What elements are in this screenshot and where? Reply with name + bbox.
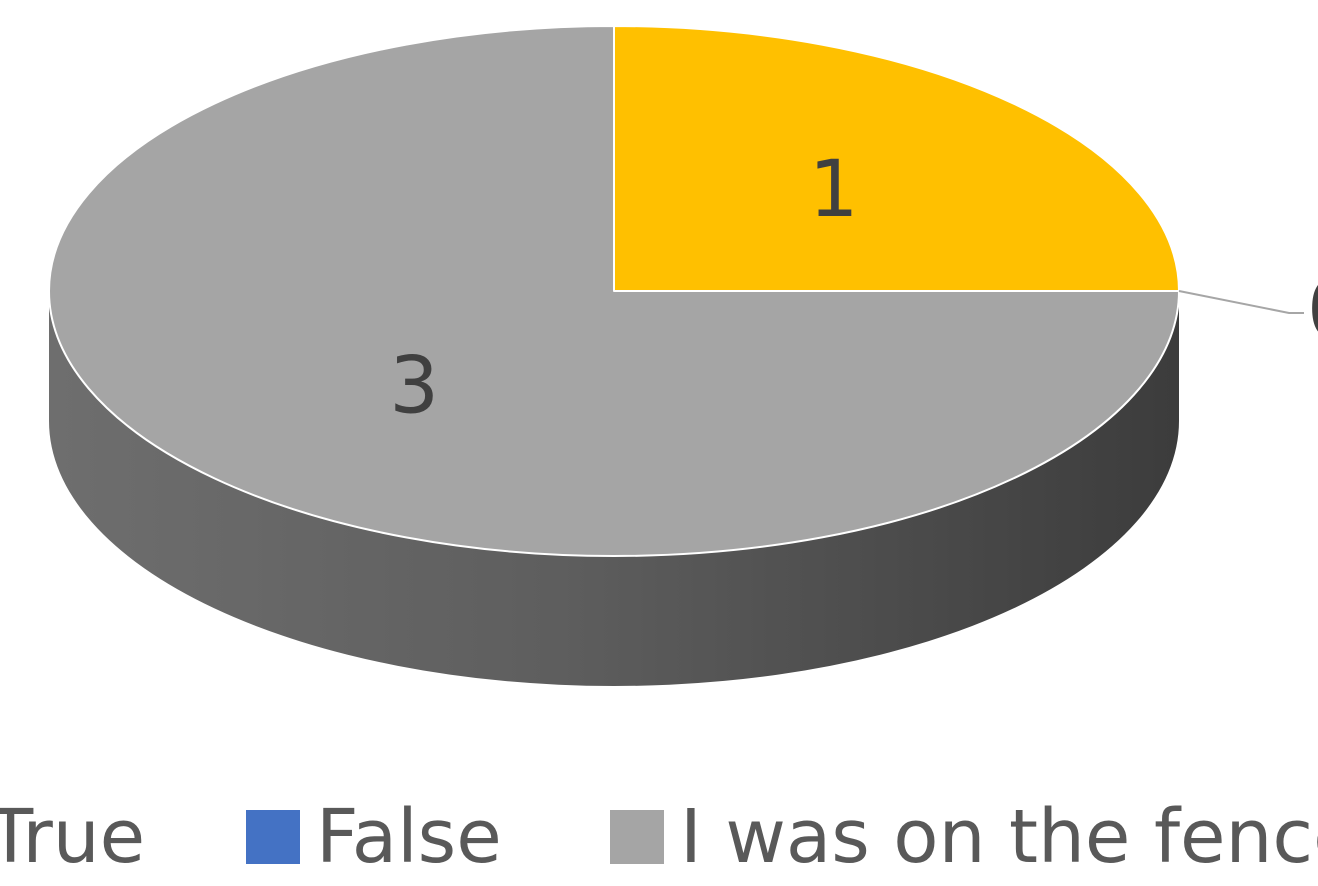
legend-swatch-i-was-on-the-fence	[610, 810, 664, 864]
data-label-false: 0	[1307, 266, 1318, 356]
leader-line-false	[1178, 290, 1304, 314]
legend-swatch-false	[246, 810, 300, 864]
legend-label-i-was-on-the-fence: I was on the fence	[680, 794, 1318, 880]
pie-top-face	[48, 25, 1180, 557]
legend-label-true: True	[0, 794, 145, 880]
data-label-i-was-on-the-fence: 3	[389, 342, 439, 432]
chart-legend: True False I was on the fence	[0, 794, 1318, 880]
pie-side-wall	[49, 291, 1179, 686]
legend-label-false: False	[316, 794, 502, 880]
pie-slice-true	[613, 25, 1180, 292]
pie-data-labels: 1 0 3	[389, 145, 1318, 432]
pie-slice-i-was-on-the-fence	[48, 25, 1180, 557]
data-label-true: 1	[809, 145, 859, 235]
pie-side-i-was-on-the-fence	[49, 291, 1179, 686]
